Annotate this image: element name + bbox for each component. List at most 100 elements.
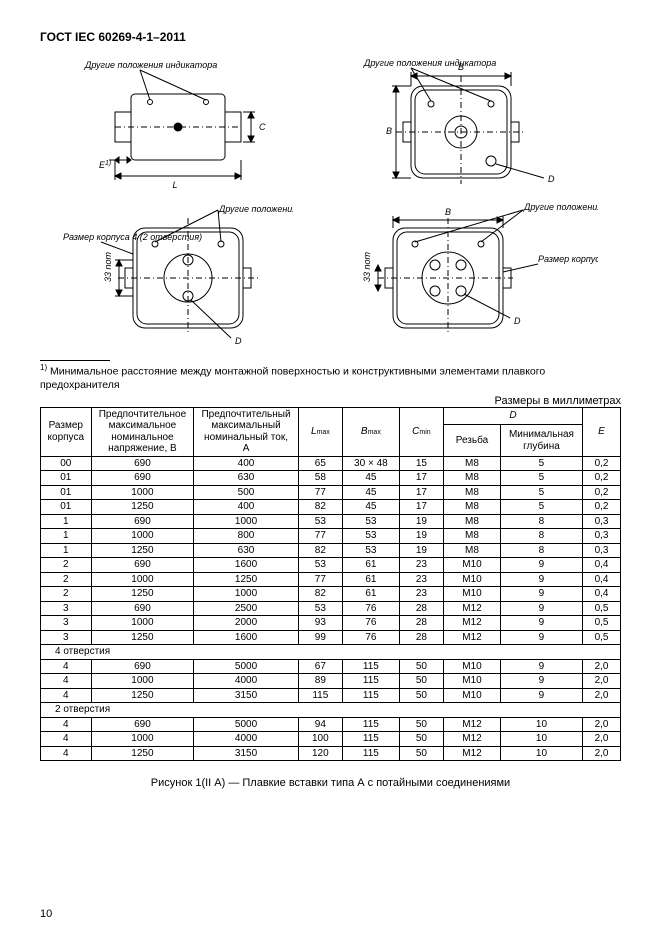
table-cell: 82 [298, 500, 342, 515]
table-cell: 1 [41, 543, 92, 558]
table-cell: 1250 [91, 688, 194, 703]
table-cell: 4 [41, 746, 92, 761]
table-cell: 4 [41, 717, 92, 732]
figure-square-2holes: Размер корпуса 4 (2 отверстия) Другие по… [63, 202, 293, 352]
table-cell: 1000 [91, 529, 194, 544]
table-cell: 93 [298, 616, 342, 631]
footnote-text: Минимальное расстояние между монтажной п… [40, 366, 545, 392]
table-cell: 8 [500, 529, 582, 544]
table-cell: 1000 [91, 616, 194, 631]
table-cell: 10 [500, 746, 582, 761]
table-cell: 1 [41, 514, 92, 529]
table-body-main: 006904006530 × 4815M850,201690630584517M… [41, 456, 621, 645]
table-cell: 50 [399, 746, 443, 761]
table-cell: 690 [91, 717, 194, 732]
col-d: D [444, 407, 583, 425]
table-row: 469050006711550M1092,0 [41, 659, 621, 674]
col-current: Предпочтительный максимальный номинальны… [194, 407, 298, 456]
table-cell: 2 [41, 558, 92, 573]
table-cell: 9 [500, 659, 582, 674]
table-cell: 1600 [194, 630, 298, 645]
footnote-rule [40, 360, 110, 361]
table-row: 006904006530 × 4815M850,2 [41, 456, 621, 471]
table-cell: 2,0 [583, 659, 621, 674]
col-lmax: Lmax [298, 407, 342, 456]
table-cell: 28 [399, 601, 443, 616]
page-number: 10 [40, 908, 52, 920]
table-cell: 0,3 [583, 529, 621, 544]
table-cell: 77 [298, 572, 342, 587]
table-cell: 28 [399, 630, 443, 645]
table-cell: M10 [444, 572, 501, 587]
table-cell: 9 [500, 674, 582, 689]
table-cell: 690 [91, 471, 194, 486]
dim-B-top-1: B [458, 62, 464, 72]
label-other-positions-1: Другие положения индикатора [84, 60, 217, 70]
col-min-depth: Минимальная глубина [500, 425, 582, 456]
table-cell: M10 [444, 558, 501, 573]
dim-33-1: 33 nom [103, 251, 113, 282]
table-cell: M12 [444, 746, 501, 761]
table-cell: 120 [298, 746, 342, 761]
label-other-positions-4: Другие положения индикатора [523, 202, 598, 212]
table-cell: 5 [500, 456, 582, 471]
table-cell: 100 [298, 732, 342, 747]
table-cell: 50 [399, 732, 443, 747]
table-cell: M8 [444, 543, 501, 558]
table-cell: 1000 [91, 732, 194, 747]
table-cell: 2,0 [583, 732, 621, 747]
table-cell: 61 [342, 572, 399, 587]
table-cell: 89 [298, 674, 342, 689]
label-other-positions-3: Другие положения индикатора [218, 204, 293, 214]
table-cell: 2 [41, 572, 92, 587]
document-header: ГОСТ IEC 60269-4-1–2011 [40, 30, 621, 44]
page: ГОСТ IEC 60269-4-1–2011 [0, 0, 661, 936]
table-cell: M8 [444, 471, 501, 486]
figure-cylinder-side: Другие положения индикатора L E1) C [75, 56, 285, 196]
table-cell: 400 [194, 500, 298, 515]
table-cell: 17 [399, 500, 443, 515]
table-cell: 690 [91, 659, 194, 674]
table-row: 4100040008911550M1092,0 [41, 674, 621, 689]
table-cell: 23 [399, 587, 443, 602]
table-cell: M8 [444, 485, 501, 500]
figure-square-4holes: Другие положения индикатора Размер корпу… [338, 202, 598, 352]
table-cell: 3 [41, 601, 92, 616]
table-cell: 0,2 [583, 500, 621, 515]
table-cell: 15 [399, 456, 443, 471]
table-cell: 9 [500, 630, 582, 645]
table-cell: 115 [342, 659, 399, 674]
table-cell: 01 [41, 485, 92, 500]
table-cell: 5000 [194, 659, 298, 674]
table-cell: 53 [342, 514, 399, 529]
table-cell: 9 [500, 601, 582, 616]
table-cell: 61 [342, 587, 399, 602]
table-cell: M8 [444, 500, 501, 515]
table-cell: 00 [41, 456, 92, 471]
dim-L: L [173, 180, 178, 190]
table-cell: 53 [298, 514, 342, 529]
table-cell: 4 [41, 674, 92, 689]
table-cell: M8 [444, 529, 501, 544]
figure-square-front-1: Другие положения индикатора B B D [356, 56, 586, 196]
table-cell: 400 [194, 456, 298, 471]
table-cell: M10 [444, 674, 501, 689]
table-row: 11000800775319M880,3 [41, 529, 621, 544]
table-cell: 115 [298, 688, 342, 703]
table-section-2holes: 2 отверстия [41, 703, 621, 718]
col-voltage: Предпочтительное максимальное номинально… [91, 407, 194, 456]
table-cell: 82 [298, 587, 342, 602]
table-cell: 1250 [91, 746, 194, 761]
table-section-4holes: 4 отверстия [41, 645, 621, 660]
table-cell: 1000 [194, 514, 298, 529]
dim-B-top-2: B [445, 207, 451, 217]
table-cell: 19 [399, 529, 443, 544]
table-cell: 0,2 [583, 485, 621, 500]
section-4holes-label: 4 отверстия [41, 645, 621, 660]
table-cell: 61 [342, 558, 399, 573]
label-other-positions-2: Другие положения индикатора [363, 58, 496, 68]
table-cell: 690 [91, 456, 194, 471]
table-cell: 82 [298, 543, 342, 558]
label-size4-4holes: Размер корпуса 4 (4 отверстия) [538, 254, 598, 264]
table-cell: 45 [342, 500, 399, 515]
